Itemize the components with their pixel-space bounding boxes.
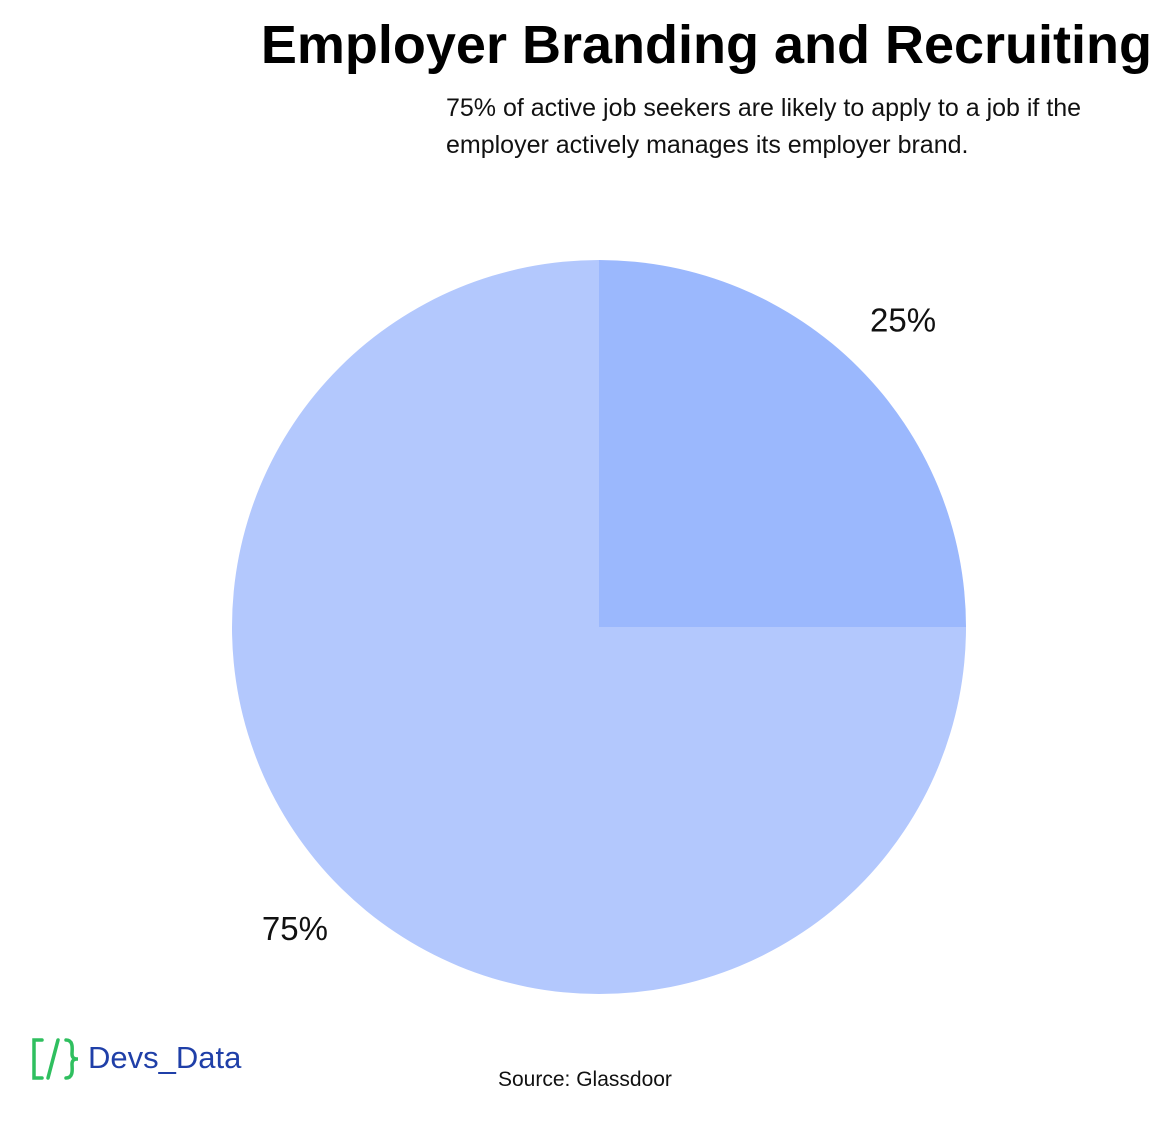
logo-text: Devs_Data (88, 1040, 242, 1075)
slice-label: 75% (262, 910, 328, 947)
chart-subtitle: 75% of active job seekers are likely to … (446, 94, 1082, 159)
pie-slice (599, 260, 966, 627)
chart-title: Employer Branding and Recruiting (260, 15, 1152, 75)
slice-label: 25% (870, 302, 936, 339)
source-note: Source: Glassdoor (498, 1068, 672, 1091)
pie-slice (232, 260, 966, 994)
logo-icon (32, 1038, 79, 1080)
